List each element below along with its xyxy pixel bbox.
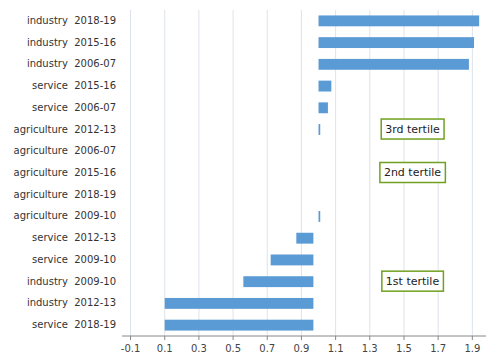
bar bbox=[296, 233, 313, 244]
bar bbox=[319, 124, 321, 135]
category-label: industry 2018-19 bbox=[27, 15, 116, 26]
category-label: agriculture 2006-07 bbox=[14, 145, 116, 156]
category-label: service 2015-16 bbox=[32, 80, 116, 91]
bar bbox=[319, 211, 321, 222]
annotation-text: 1st tertile bbox=[386, 275, 440, 288]
y-labels: industry 2018-19 industry 2015-16 industry… bbox=[14, 15, 116, 330]
chart: -0.1 0.1 0.3 0.5 0.7 0.9 1.1 1.3 1.5 1.7 1.9 indust… bbox=[0, 0, 500, 364]
category-label: service 2009-10 bbox=[32, 254, 116, 265]
category-label: agriculture 2018-19 bbox=[14, 189, 116, 200]
tick-label: 1.3 bbox=[362, 343, 378, 354]
tick-label: 1.1 bbox=[328, 343, 344, 354]
bars bbox=[165, 15, 479, 330]
bar bbox=[271, 255, 314, 266]
tick-label: 0.5 bbox=[225, 343, 241, 354]
annotation-box bbox=[380, 163, 445, 183]
category-label: agriculture 2012-13 bbox=[14, 124, 116, 135]
tick-label: 0.9 bbox=[293, 343, 309, 354]
bar bbox=[147, 168, 148, 179]
grid-line bbox=[130, 10, 131, 336]
category-label: service 2012-13 bbox=[32, 232, 116, 243]
grid bbox=[131, 10, 473, 336]
tick-mark bbox=[130, 336, 131, 340]
bar bbox=[165, 298, 314, 309]
tick-label: 0.1 bbox=[157, 343, 173, 354]
x-ticks: -0.1 0.1 0.3 0.5 0.7 0.9 1.1 1.3 1.5 1.7 1.9 bbox=[121, 336, 480, 354]
tick-mark bbox=[438, 336, 439, 340]
bar bbox=[147, 189, 148, 200]
annotation-box bbox=[382, 271, 444, 291]
annotation-text: 2nd tertile bbox=[384, 166, 441, 179]
tick-mark bbox=[403, 336, 404, 340]
bar bbox=[319, 102, 328, 113]
tick-mark bbox=[369, 336, 370, 340]
tick-mark bbox=[233, 336, 234, 340]
bar bbox=[319, 37, 475, 48]
category-label: industry 2006-07 bbox=[27, 58, 116, 69]
annotation: 3rd tertile bbox=[381, 119, 444, 139]
grid-line bbox=[198, 10, 199, 336]
tick-label: 1.5 bbox=[396, 343, 412, 354]
category-label: industry 2012-13 bbox=[27, 297, 116, 308]
annotation-box bbox=[381, 119, 444, 139]
category-label: service 2006-07 bbox=[32, 102, 116, 113]
grid-line bbox=[164, 10, 165, 336]
grid-line bbox=[472, 10, 473, 336]
annotation-text: 3rd tertile bbox=[385, 123, 440, 136]
bar bbox=[319, 59, 469, 70]
tick-label: -0.1 bbox=[121, 343, 141, 354]
category-label: service 2018-19 bbox=[32, 319, 116, 330]
annotation: 2nd tertile bbox=[380, 163, 445, 183]
bar bbox=[319, 81, 332, 92]
annotation: 1st tertile bbox=[382, 271, 444, 291]
bar bbox=[243, 276, 313, 287]
bar bbox=[319, 15, 480, 26]
x-axis-line bbox=[122, 336, 486, 337]
category-label: agriculture 2015-16 bbox=[14, 167, 116, 178]
tick-mark bbox=[198, 336, 199, 340]
tick-mark bbox=[472, 336, 473, 340]
tick-label: 0.7 bbox=[259, 343, 275, 354]
tick-mark bbox=[301, 336, 302, 340]
tick-mark bbox=[335, 336, 336, 340]
grid-line bbox=[233, 10, 234, 336]
tick-mark bbox=[164, 336, 165, 340]
annotations: 3rd tertile 2nd tertile 1st tertile bbox=[380, 119, 445, 291]
tick-label: 0.3 bbox=[191, 343, 207, 354]
category-label: industry 2015-16 bbox=[27, 37, 116, 48]
tick-label: 1.9 bbox=[464, 343, 480, 354]
category-label: industry 2009-10 bbox=[27, 276, 116, 287]
tick-mark bbox=[267, 336, 268, 340]
tick-label: 1.7 bbox=[430, 343, 446, 354]
bar bbox=[165, 320, 314, 331]
category-label: agriculture 2009-10 bbox=[14, 210, 116, 221]
bar bbox=[147, 146, 148, 157]
